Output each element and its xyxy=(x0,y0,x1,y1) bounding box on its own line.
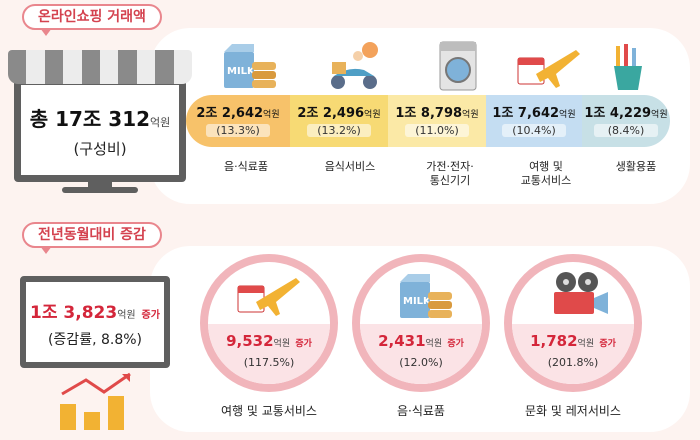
store-awning xyxy=(8,50,192,84)
cat1-unit: 억원 xyxy=(364,110,381,120)
category-band: 2조 2,642억원 (13.3%) 2조 2,496억원 (13.2%) 1조… xyxy=(186,95,670,147)
cat3-pct: (10.4%) xyxy=(502,124,566,137)
item0-label: 여행 및 교통서비스 xyxy=(221,404,317,418)
cat4-unit: 억원 xyxy=(651,110,668,120)
item0-pct: (117.5%) xyxy=(243,356,295,369)
change-circle-0-info: 9,532억원 증가 (117.5%) xyxy=(208,324,330,384)
cat0-unit: 억원 xyxy=(263,110,280,120)
item0-inc: 증가 xyxy=(295,339,312,349)
cat3-unit: 억원 xyxy=(559,110,576,120)
cat3-label-line1: 교통서비스 xyxy=(520,174,572,187)
section2-title: 전년동월대비 증감 xyxy=(22,222,162,254)
cat0-label-line0: 음·식료품 xyxy=(224,160,268,173)
cat0-value: 2조 2,642 xyxy=(196,106,264,121)
cat4-value: 1조 4,229 xyxy=(584,106,652,121)
total-unit: 억원 xyxy=(150,116,171,129)
category-seg-3: 1조 7,642억원 (10.4%) xyxy=(486,95,582,147)
monitor-screen: 총 17조 312억원 (구성비) xyxy=(21,85,179,175)
change-total-box: 1조 3,823억원 증가 (증감률, 8.8%) xyxy=(20,276,170,368)
monitor-stand xyxy=(88,182,112,188)
item2-pct: (201.8%) xyxy=(547,356,599,369)
store-monitor: 총 17조 312억원 (구성비) xyxy=(14,78,186,182)
airplane-calendar-icon xyxy=(237,278,300,316)
item2-unit: 억원 xyxy=(577,339,595,349)
change-total-amount: 1조 3,823억원 증가 xyxy=(26,298,164,323)
category-seg-4: 1조 4,229억원 (8.4%) xyxy=(582,95,670,147)
svg-text:MILK: MILK xyxy=(403,296,432,307)
washing-machine-icon xyxy=(439,41,477,91)
cat2-label: 가전·전자· 통신기기 xyxy=(410,160,490,188)
change-circle-1-info: 2,431억원 증가 (12.0%) xyxy=(360,324,482,384)
delivery-scooter-icon xyxy=(331,42,378,89)
airplane-calendar-icon xyxy=(517,50,580,88)
total-amount: 총 17조 312억원 xyxy=(21,103,179,132)
item0-value: 9,532 xyxy=(226,332,274,350)
category-seg-1: 2조 2,496억원 (13.2%) xyxy=(290,95,388,147)
change-total-sub: (증감률, 8.8%) xyxy=(47,332,143,348)
item2-label: 문화 및 레저서비스 xyxy=(525,404,621,418)
item1-pct: (12.0%) xyxy=(399,356,443,369)
item2-inc: 증가 xyxy=(599,339,616,349)
cat1-value: 2조 2,496 xyxy=(297,106,365,121)
total-sub: (구성비) xyxy=(73,140,127,158)
monitor-base xyxy=(62,187,138,193)
cat2-label-line0: 가전·전자· xyxy=(426,160,474,173)
item1-label: 음·식료품 xyxy=(397,404,445,418)
change-circle-2-info: 1,782억원 증가 (201.8%) xyxy=(512,324,634,384)
cat3-label: 여행 및 교통서비스 xyxy=(506,160,586,188)
cat0-label: 음·식료품 xyxy=(206,160,286,174)
cat3-label-line0: 여행 및 xyxy=(529,160,563,173)
item1-unit: 억원 xyxy=(425,339,443,349)
cat4-label-line0: 생활용품 xyxy=(615,160,657,173)
cat1-pct: (13.2%) xyxy=(307,124,371,137)
section1-title: 온라인쇼핑 거래액 xyxy=(22,4,162,36)
item0-unit: 억원 xyxy=(273,339,291,349)
cat0-pct: (13.3%) xyxy=(206,124,270,137)
cat4-pct: (8.4%) xyxy=(594,124,658,137)
cat4-label: 생활용품 xyxy=(596,160,676,174)
cat3-value: 1조 7,642 xyxy=(492,106,560,121)
milk-food-icon: MILK xyxy=(224,44,276,88)
category-seg-0: 2조 2,642억원 (13.3%) xyxy=(186,95,290,147)
change-circle-1: MILK 2,431억원 증가 (12.0%) xyxy=(352,254,490,392)
cat2-label-line1: 통신기기 xyxy=(429,174,471,187)
item1-value: 2,431 xyxy=(378,332,426,350)
total-value: 총 17조 312 xyxy=(29,107,151,131)
cat2-unit: 억원 xyxy=(462,110,479,120)
cat1-label: 음식서비스 xyxy=(310,160,390,174)
cat1-label-line0: 음식서비스 xyxy=(324,160,376,173)
category-seg-2: 1조 8,798억원 (11.0%) xyxy=(388,95,486,147)
item2-value: 1,782 xyxy=(530,332,578,350)
change-total-inc: 증가 xyxy=(141,310,160,321)
growth-coins-icon xyxy=(60,372,131,430)
change-total-value: 1조 3,823 xyxy=(30,303,118,323)
svg-text:MILK: MILK xyxy=(227,66,256,77)
item1-inc: 증가 xyxy=(447,339,464,349)
movie-camera-icon xyxy=(554,272,608,314)
change-total-unit: 억원 xyxy=(117,310,136,321)
change-circle-2: 1,782억원 증가 (201.8%) xyxy=(504,254,642,392)
toiletries-icon xyxy=(614,44,642,90)
cat2-value: 1조 8,798 xyxy=(395,106,463,121)
milk-food-icon: MILK xyxy=(400,274,452,318)
cat2-pct: (11.0%) xyxy=(405,124,469,137)
change-circle-0: 9,532억원 증가 (117.5%) xyxy=(200,254,338,392)
